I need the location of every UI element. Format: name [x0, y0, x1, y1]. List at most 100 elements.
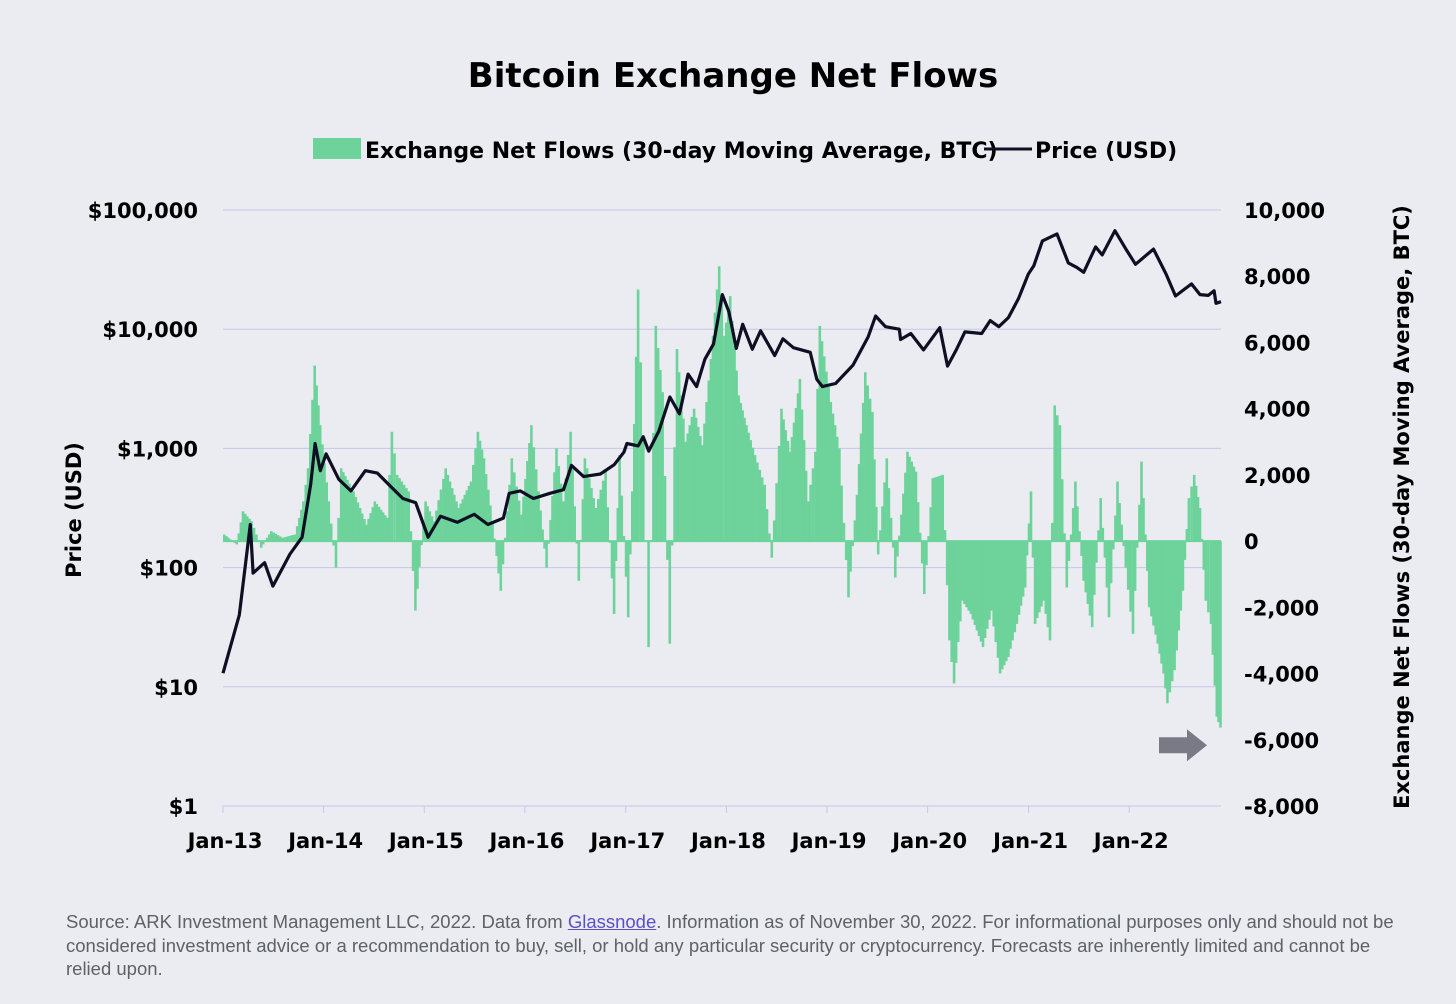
net-flow-bar — [780, 408, 783, 542]
net-flow-bar — [1076, 506, 1079, 542]
net-flow-bar — [478, 440, 482, 542]
net-flow-bar — [350, 487, 353, 542]
net-flow-bar — [727, 309, 730, 542]
price-line-group — [221, 229, 1222, 674]
left-axis-title: Price (USD) — [62, 442, 86, 578]
net-flow-bar — [908, 456, 911, 542]
net-flow-bar — [495, 541, 498, 556]
net-flow-bar — [416, 541, 419, 589]
net-flow-bar — [1053, 405, 1056, 542]
net-flow-bar — [599, 489, 603, 542]
net-flow-bar — [1200, 538, 1204, 542]
net-flow-bar — [792, 422, 796, 542]
x-tick-label: Jan-21 — [991, 829, 1068, 853]
net-flow-bar — [422, 523, 425, 542]
net-flow-bar — [971, 541, 975, 620]
net-flow-bar — [713, 312, 717, 542]
net-flow-bar — [235, 541, 238, 545]
net-flow-bar — [239, 522, 243, 542]
net-flow-bar — [259, 541, 263, 548]
net-flow-bar — [699, 436, 702, 542]
net-flow-bar — [274, 533, 278, 542]
net-flow-bar — [383, 515, 387, 542]
net-flow-bar — [838, 448, 841, 542]
net-flow-bar — [448, 481, 452, 542]
net-flow-bar — [1213, 541, 1217, 686]
net-flow-bar — [1173, 541, 1176, 671]
net-flow-bar — [1190, 486, 1193, 542]
net-flow-bar — [731, 320, 734, 542]
net-flow-bar — [844, 541, 848, 561]
net-flow-bar — [827, 386, 830, 542]
net-flow-bar — [450, 488, 454, 542]
net-flow-bar — [1080, 541, 1083, 556]
net-flow-bars — [223, 266, 1222, 728]
net-flow-bar — [243, 513, 247, 542]
net-flow-bar — [954, 541, 958, 663]
net-flow-bar — [1217, 541, 1220, 723]
net-flow-bar — [728, 296, 732, 542]
net-flow-bar — [393, 453, 396, 542]
net-flow-bar — [583, 458, 587, 542]
net-flow-bar — [537, 491, 540, 542]
net-flow-bar — [1069, 534, 1073, 542]
net-flow-bar — [814, 451, 817, 542]
net-flow-bar — [620, 495, 624, 542]
net-flow-bar — [272, 532, 275, 542]
net-flow-bar — [491, 521, 494, 542]
net-flow-bar — [606, 507, 609, 542]
net-flow-bar — [557, 466, 561, 542]
net-flow-bar — [590, 488, 593, 542]
net-flow-bar — [979, 541, 983, 642]
x-tick-label: Jan-20 — [890, 829, 967, 853]
net-flow-bar — [1194, 485, 1198, 542]
net-flow-bar — [594, 508, 598, 542]
net-flow-bar — [388, 474, 391, 542]
net-flow-bar — [952, 541, 956, 684]
net-flow-bar — [775, 483, 778, 542]
net-flow-bar — [291, 535, 295, 542]
net-flow-bar — [1013, 541, 1017, 633]
net-flow-bar — [360, 513, 364, 542]
net-flow-bar — [1065, 541, 1069, 588]
net-flow-bar — [631, 491, 634, 542]
glassnode-link[interactable]: Glassnode — [567, 911, 657, 932]
net-flow-bar — [707, 380, 711, 542]
net-flow-bar — [902, 493, 905, 542]
x-tick-label: Jan-16 — [487, 829, 564, 853]
net-flow-bar — [1084, 541, 1088, 593]
net-flow-bar — [428, 511, 432, 542]
net-flow-bar — [317, 405, 320, 542]
net-flow-bar — [407, 491, 410, 542]
net-flow-bar — [457, 508, 460, 542]
net-flow-bar — [474, 448, 477, 542]
net-flow-bar — [680, 395, 683, 542]
net-flow-bar — [562, 501, 565, 542]
net-flow-bar — [879, 530, 882, 542]
net-flow-bar — [298, 517, 301, 542]
net-flow-bar — [772, 520, 776, 542]
net-flow-bar — [912, 466, 916, 542]
net-flow-bar — [405, 488, 408, 542]
net-flow-bar — [400, 481, 404, 542]
net-flow-bar — [1078, 531, 1081, 542]
net-flow-bar — [847, 541, 850, 598]
net-flow-bar — [701, 445, 704, 542]
net-flow-bar — [1027, 523, 1031, 542]
net-flow-bar — [1170, 541, 1174, 682]
net-flow-bar — [1116, 481, 1119, 542]
net-flow-bar — [709, 359, 713, 542]
net-flow-bar — [889, 517, 893, 542]
net-flow-bar — [703, 423, 706, 542]
net-flow-bar — [375, 504, 379, 542]
net-flow-bar — [933, 477, 937, 542]
net-flow-bar — [411, 541, 415, 571]
net-flow-bar — [465, 490, 469, 542]
net-flow-bar — [577, 541, 581, 581]
net-flow-bar — [705, 402, 708, 542]
net-flow-bar — [929, 507, 932, 542]
net-flow-bar — [520, 514, 523, 542]
net-flow-bar — [898, 535, 901, 542]
net-flow-bar — [348, 483, 351, 542]
net-flow-bar — [346, 479, 349, 542]
